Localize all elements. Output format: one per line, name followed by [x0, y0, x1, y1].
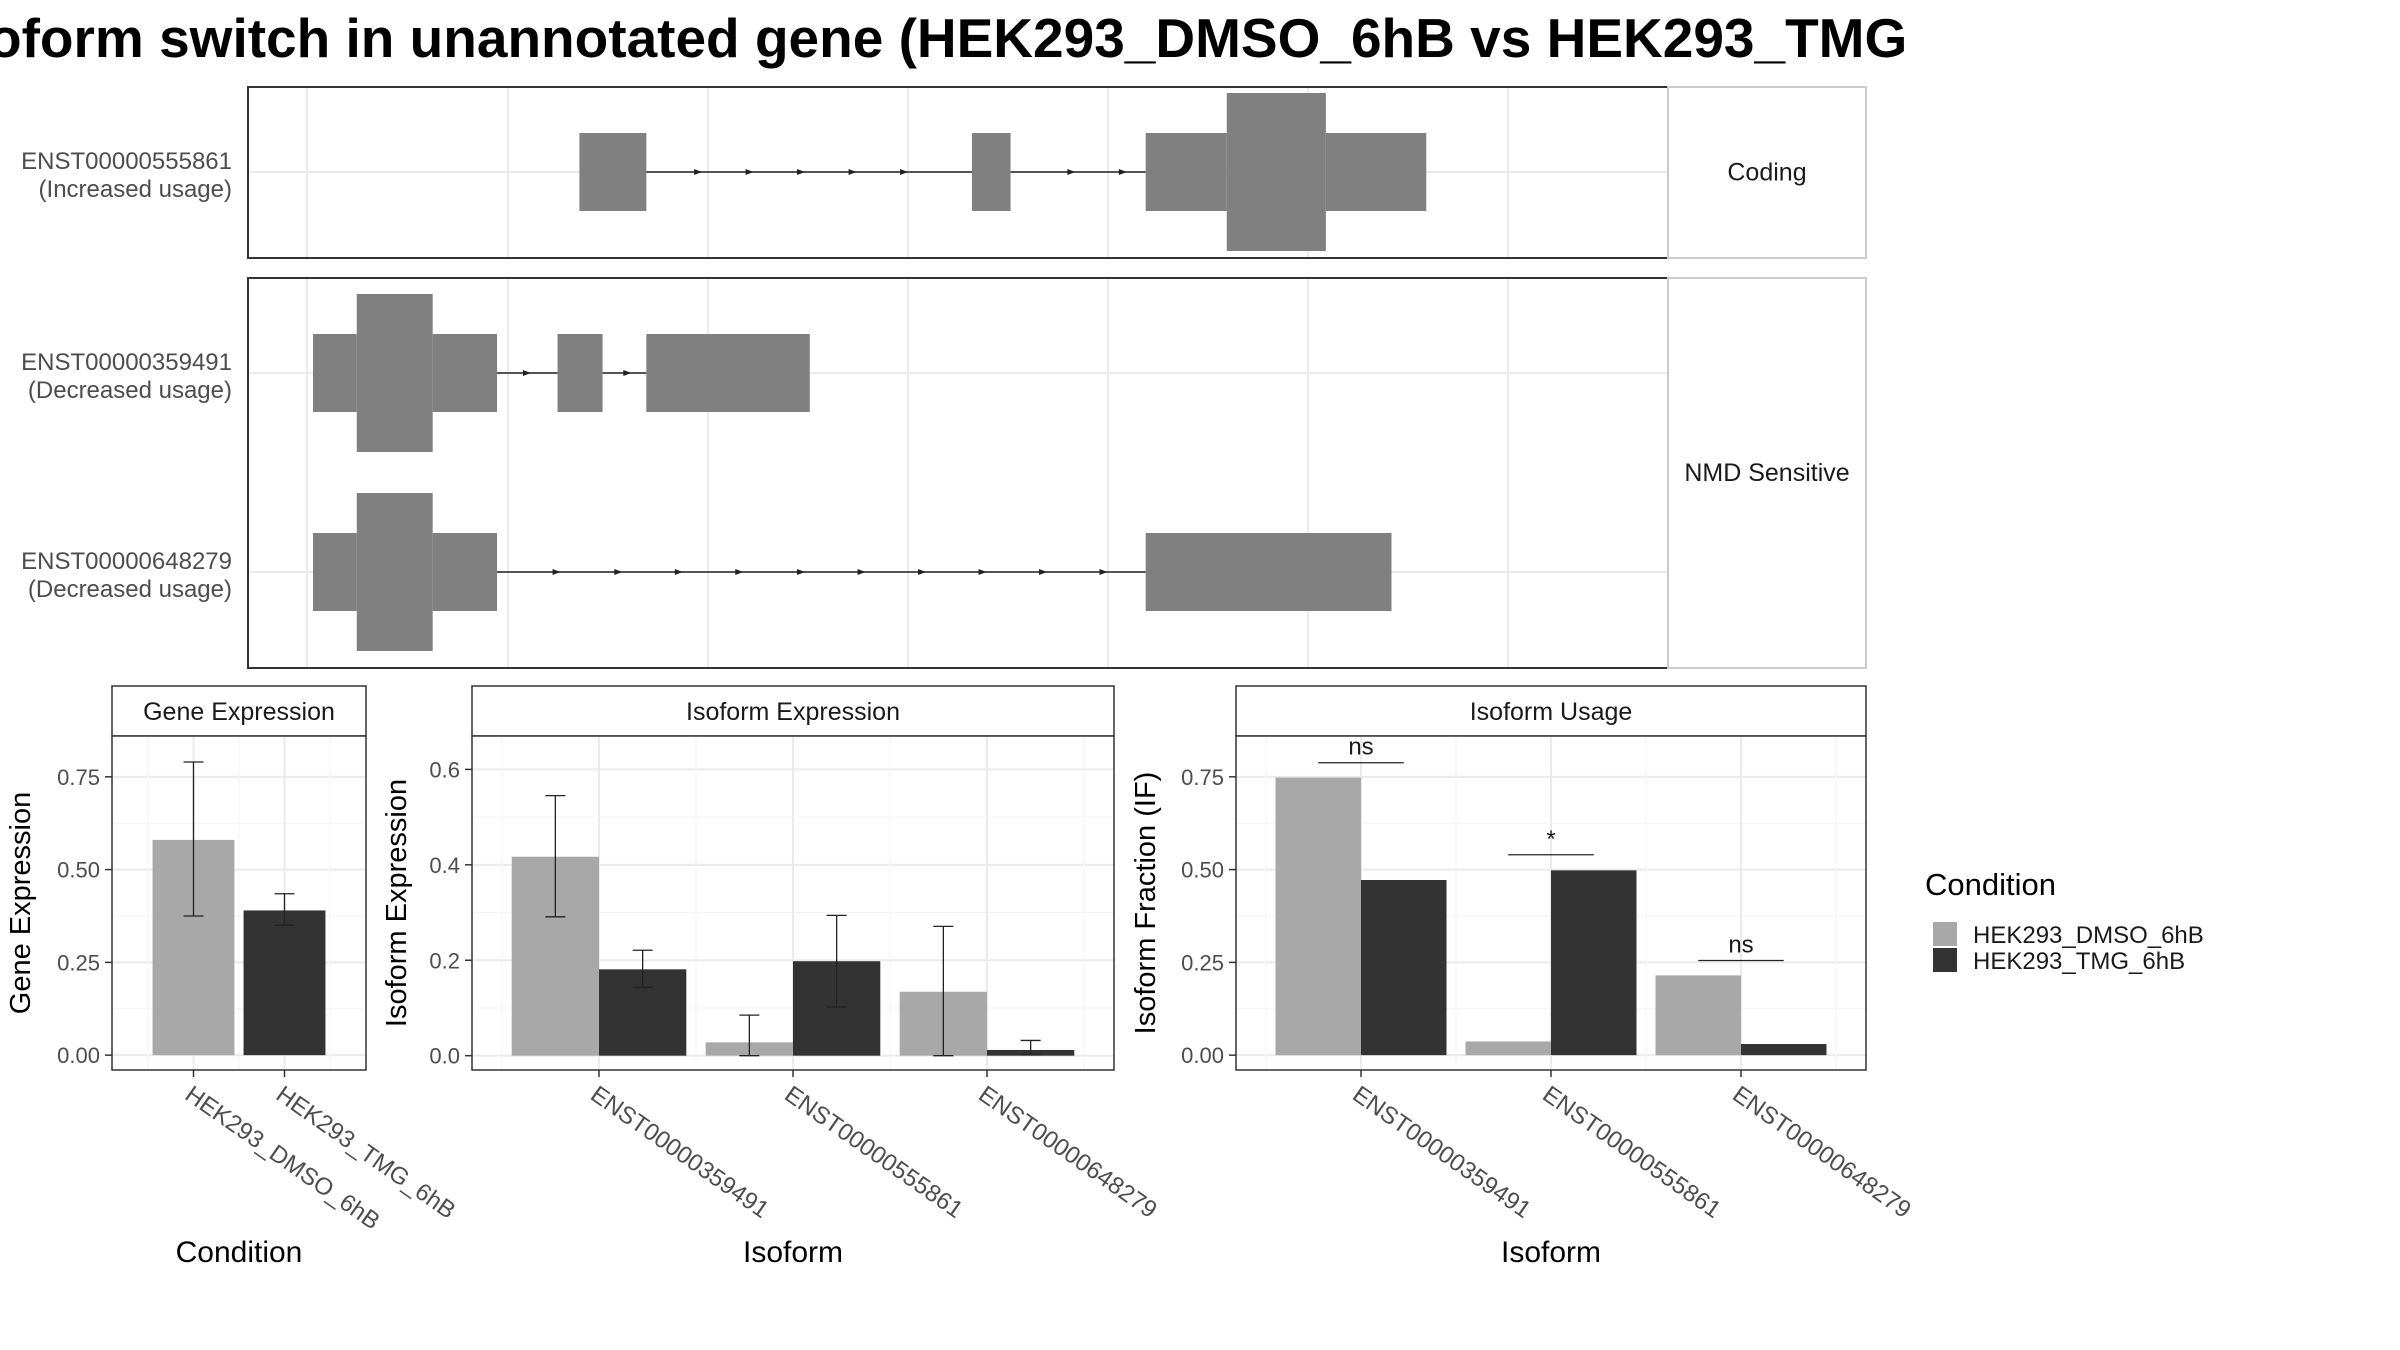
intron-arrow [1118, 169, 1127, 175]
utr-exon [1145, 133, 1227, 211]
y-tick-label: 0.75 [57, 765, 100, 790]
legend-entry-label: HEK293_DMSO_6hB [1973, 922, 2204, 949]
bar [1361, 879, 1447, 1056]
intron-arrow [1067, 169, 1076, 175]
panel-title: Gene Expression [143, 698, 335, 726]
intron-arrow [1099, 569, 1108, 575]
intron-arrow [745, 169, 754, 175]
intron-arrow [857, 569, 866, 575]
y-tick-label: 0.25 [1181, 950, 1224, 975]
intron-arrow [978, 569, 987, 575]
cds-exon [356, 294, 433, 452]
x-tick-label: ENST00000648279 [1728, 1081, 1916, 1224]
panel-strip [1235, 685, 1867, 737]
y-tick-label: 0.50 [1181, 858, 1224, 883]
bar-plots: Gene Expression 0.00 0.25 0.50 0.75 Gene Expr… [5, 685, 1916, 1269]
transcript-usage-label: (Decreased usage) [28, 377, 232, 404]
y-axis-title: Isoform Expression [381, 779, 413, 1027]
structure-group-label: Coding [1727, 159, 1806, 187]
legend-swatch [1933, 948, 1957, 972]
x-tick-label: ENST00000359491 [586, 1081, 774, 1224]
x-tick-label: ENST00000555861 [780, 1081, 968, 1224]
bar [1655, 975, 1741, 1056]
utr-exon [646, 334, 810, 412]
transcript-label: ENST00000648279 [21, 548, 232, 575]
bar [1275, 777, 1361, 1056]
panel-strip [111, 685, 367, 737]
significance-label: ns [1728, 932, 1753, 959]
x-axis-title: Isoform [1501, 1236, 1601, 1269]
intron-arrow [848, 169, 857, 175]
intron-arrow [623, 370, 632, 376]
utr-exon [432, 533, 498, 611]
intron-arrow [900, 169, 909, 175]
bar [1551, 870, 1637, 1056]
intron-arrow [552, 569, 561, 575]
panel-border [111, 735, 367, 1071]
legend-swatch [1933, 922, 1957, 946]
figure-title: oform switch in unannotated gene (HEK293… [0, 7, 1907, 69]
transcript-label: ENST00000359491 [21, 349, 232, 376]
utr-exon [1325, 133, 1427, 211]
x-axis-title: Condition [176, 1236, 303, 1269]
intron-arrow [674, 569, 683, 575]
y-tick-label: 0.25 [57, 950, 100, 975]
transcript-usage-label: (Decreased usage) [28, 576, 232, 603]
y-tick-label: 0.2 [429, 948, 460, 973]
transcript-label: ENST00000555861 [21, 148, 232, 175]
intron-arrow [918, 569, 927, 575]
utr-exon [579, 133, 647, 211]
structure-group-label: NMD Sensitive [1684, 459, 1849, 487]
utr-exon [313, 533, 357, 611]
intron-arrow [694, 169, 703, 175]
legend-title: Condition [1925, 867, 2056, 902]
utr-exon [557, 334, 603, 412]
structure-strip [1667, 86, 1867, 259]
gene-structure-plot: ENST00000555861(Increased usage) Coding EN… [21, 86, 1867, 669]
utr-exon [971, 133, 1011, 211]
cds-exon [356, 493, 433, 651]
y-tick-label: 0.75 [1181, 765, 1224, 790]
y-axis-title: Gene Expression [5, 792, 37, 1014]
intron-arrow [797, 569, 806, 575]
bar [1741, 1044, 1827, 1056]
cds-exon [1226, 93, 1326, 251]
x-axis-title: Isoform [743, 1236, 843, 1269]
panel-strip [471, 685, 1115, 737]
intron-arrow [735, 569, 744, 575]
x-tick-label: ENST00000359491 [1348, 1081, 1536, 1224]
legend-entry-label: HEK293_TMG_6hB [1973, 948, 2185, 975]
utr-exon [1145, 533, 1392, 611]
bar [243, 910, 326, 1056]
intron-arrow [614, 569, 623, 575]
panel-title: Isoform Expression [686, 698, 900, 726]
panel-title: Isoform Usage [1470, 698, 1633, 726]
x-tick-label: ENST00000555861 [1538, 1081, 1726, 1224]
transcript-usage-label: (Increased usage) [39, 176, 232, 203]
intron-arrow [1039, 569, 1048, 575]
utr-exon [432, 334, 498, 412]
structure-strip [1667, 277, 1867, 669]
intron-arrow [522, 370, 531, 376]
bar [1465, 1041, 1551, 1056]
y-tick-label: 0.6 [429, 757, 460, 782]
y-tick-label: 0.50 [57, 858, 100, 883]
y-axis-title: Isoform Fraction (IF) [1130, 772, 1162, 1035]
y-tick-label: 0.4 [429, 853, 460, 878]
significance-label: * [1546, 826, 1555, 853]
utr-exon [313, 334, 357, 412]
y-tick-label: 0.00 [1181, 1043, 1224, 1068]
significance-label: ns [1348, 734, 1373, 761]
y-tick-label: 0.00 [57, 1043, 100, 1068]
y-tick-label: 0.0 [429, 1044, 460, 1069]
intron-arrow [797, 169, 806, 175]
x-tick-label: ENST00000648279 [974, 1081, 1162, 1224]
